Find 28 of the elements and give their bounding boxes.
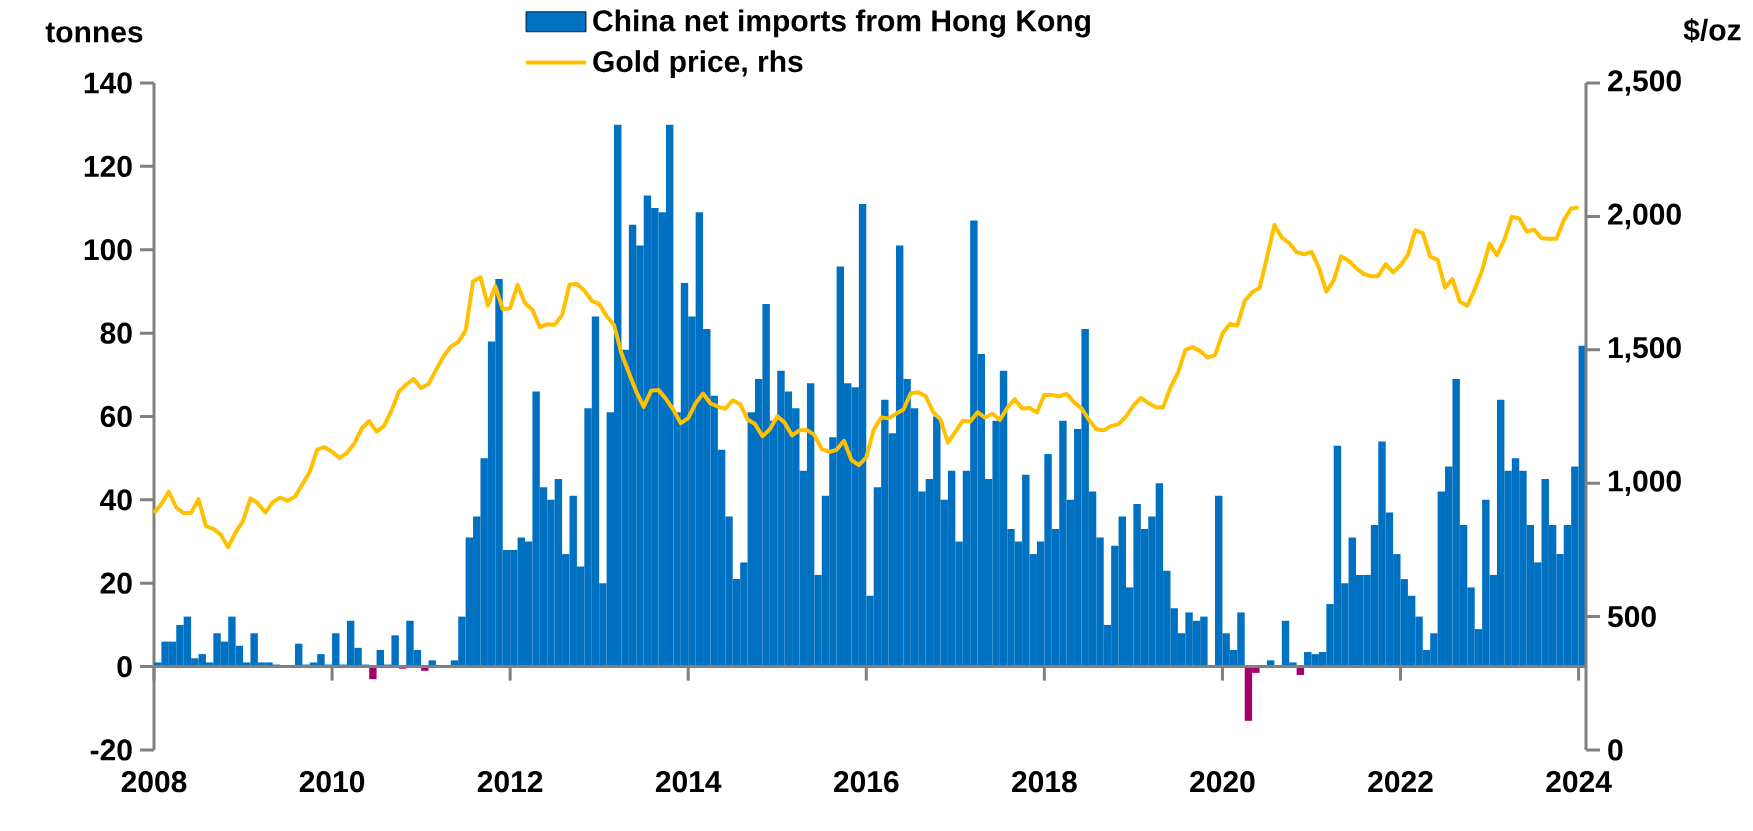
y-tick-label: -20 — [90, 739, 132, 761]
x-tick-label: 2016 — [833, 771, 899, 793]
y2-axis-title: $/oz — [1683, 18, 1741, 43]
y-tick-label: 60 — [100, 405, 132, 428]
y-tick-label: 20 — [100, 572, 132, 594]
x-tick-label: 2010 — [299, 771, 365, 793]
y2-tick-label: 2,500 — [1608, 70, 1681, 96]
x-tick-label: 2014 — [655, 771, 722, 793]
y2-tick-label: 1,000 — [1608, 470, 1681, 496]
x-tick-label: 2008 — [121, 771, 187, 793]
y2-tick-label: 500 — [1607, 605, 1656, 628]
y2-tick-label: 1,500 — [1608, 337, 1681, 363]
y2-tick-label: 2,000 — [1608, 203, 1681, 230]
x-tick-label: 2012 — [477, 771, 543, 793]
y2-tick-label: 0 — [1608, 739, 1623, 761]
x-tick-label: 2018 — [1012, 771, 1077, 793]
x-tick-label: 2022 — [1368, 771, 1433, 793]
legend-label: Gold price, rhs — [593, 50, 803, 79]
y-tick-label: 120 — [84, 155, 132, 177]
y-tick-label: 100 — [84, 239, 132, 261]
y-tick-label: 80 — [100, 322, 132, 344]
x-tick-label: 2020 — [1190, 771, 1255, 793]
y-axis-title: tonnes — [45, 22, 143, 43]
legend-label: China net imports from Hong Kong — [593, 9, 1090, 38]
y-tick-label: 40 — [100, 489, 132, 511]
x-tick-label: 2024 — [1546, 771, 1612, 793]
y-tick-label: 0 — [117, 656, 132, 678]
y-tick-label: 140 — [84, 72, 132, 94]
